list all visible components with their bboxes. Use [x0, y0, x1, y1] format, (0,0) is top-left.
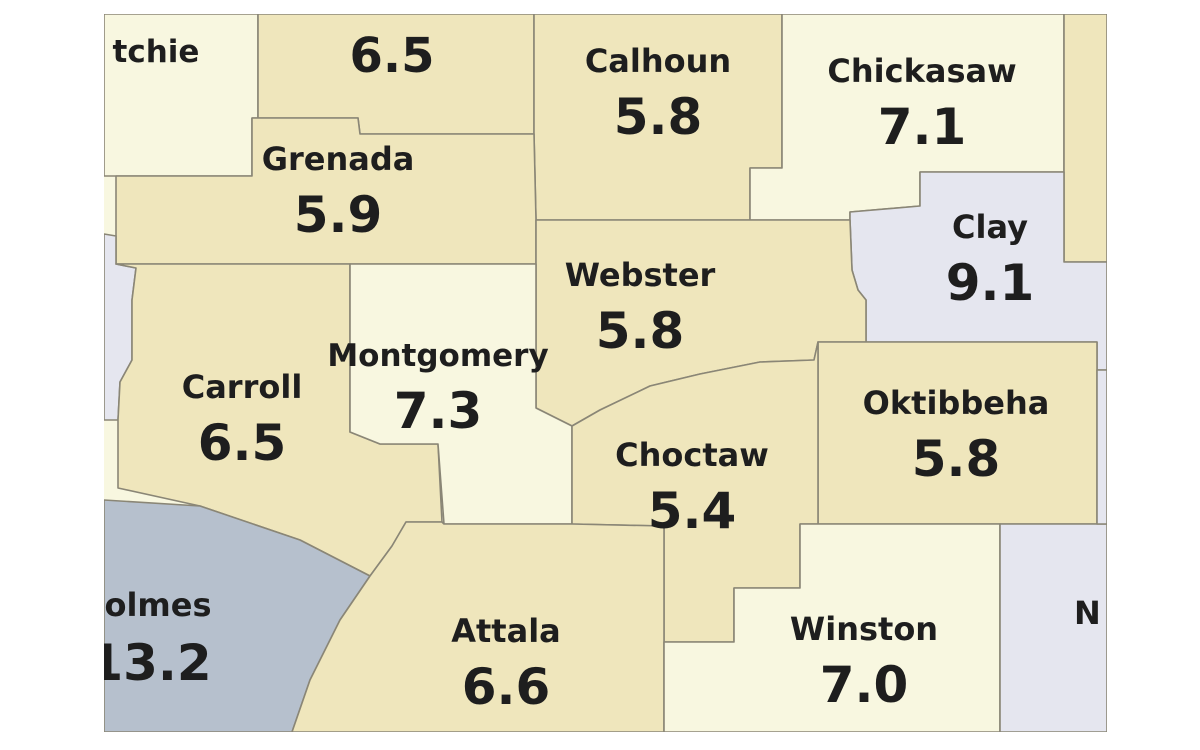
county-name-chickasaw: Chickasaw — [827, 52, 1016, 90]
county-attala[interactable] — [291, 521, 665, 732]
county-name-grenada: Grenada — [262, 140, 415, 178]
county-name-noxubee: N — [1074, 594, 1101, 632]
county-value-clay: 9.1 — [946, 254, 1035, 312]
county-lowndes[interactable] — [1096, 369, 1107, 525]
county-name-calhoun: Calhoun — [585, 42, 731, 80]
county-value-yalobusha: 6.5 — [349, 28, 434, 84]
county-value-attala: 6.6 — [462, 658, 551, 716]
county-name-webster: Webster — [565, 256, 716, 294]
county-map-canvas: tchie 6.5 Calhoun 5.8 Chickasaw 7.1 Gren… — [104, 14, 1107, 732]
county-value-holmes: 13.2 — [104, 634, 212, 692]
county-name-clay: Clay — [952, 208, 1028, 246]
county-name-choctaw: Choctaw — [615, 436, 769, 474]
county-value-montgomery: 7.3 — [394, 382, 483, 440]
county-name-oktibbeha: Oktibbeha — [863, 384, 1050, 422]
county-name-carroll: Carroll — [182, 368, 303, 406]
county-map: tchie 6.5 Calhoun 5.8 Chickasaw 7.1 Gren… — [104, 14, 1107, 732]
county-value-winston: 7.0 — [820, 656, 909, 714]
county-value-carroll: 6.5 — [198, 414, 287, 472]
county-value-grenada: 5.9 — [294, 186, 383, 244]
county-monroe[interactable] — [1063, 14, 1107, 263]
county-name-tallahatchie: tchie — [113, 34, 200, 70]
county-value-oktibbeha: 5.8 — [912, 430, 1001, 488]
county-noxubee[interactable] — [999, 523, 1107, 732]
county-value-calhoun: 5.8 — [614, 88, 703, 146]
county-name-winston: Winston — [790, 610, 938, 648]
county-value-webster: 5.8 — [596, 302, 685, 360]
county-value-chickasaw: 7.1 — [878, 98, 967, 156]
county-name-attala: Attala — [451, 612, 561, 650]
county-value-choctaw: 5.4 — [648, 482, 737, 540]
county-name-montgomery: Montgomery — [327, 338, 548, 374]
county-name-holmes: olmes — [104, 586, 211, 624]
